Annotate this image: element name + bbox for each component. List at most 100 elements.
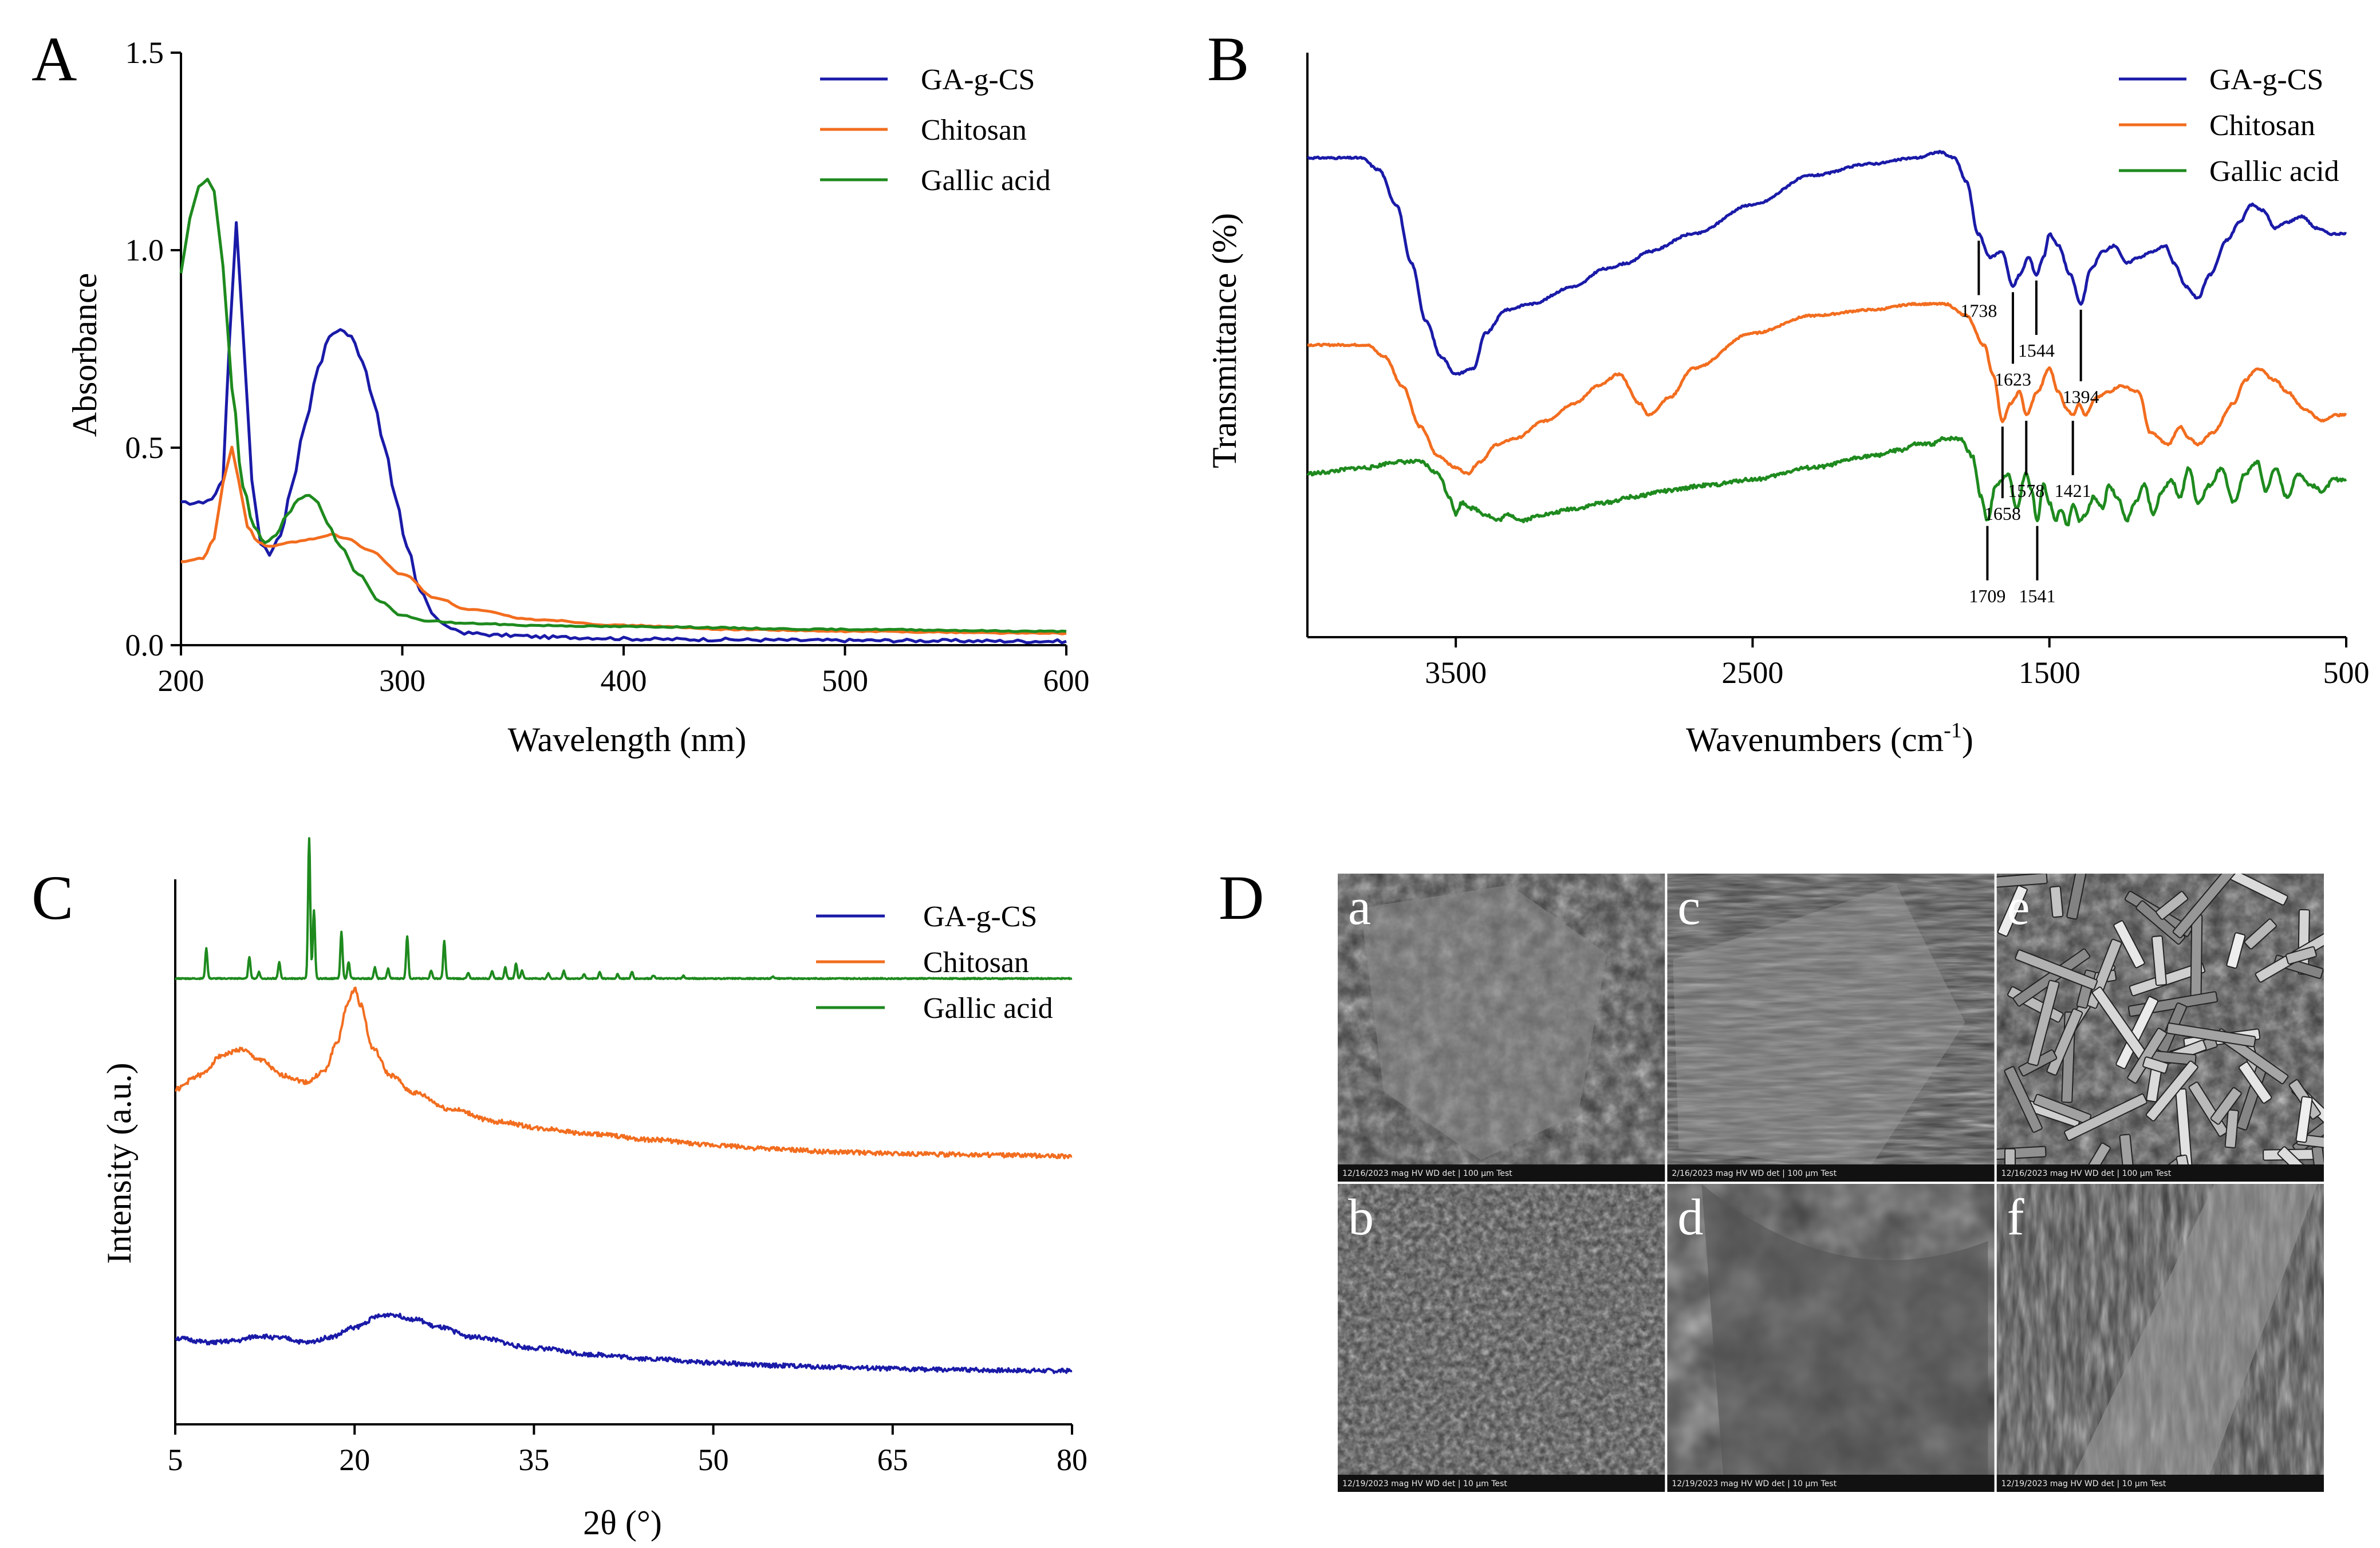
panel-b-series-line-gallic-acid xyxy=(1306,436,2347,527)
panel-c-xtick-label: 5 xyxy=(168,1443,183,1477)
sem-image-e: 12/16/2023 mag HV WD det | 100 µm Test e xyxy=(1996,874,2324,1182)
panel-b-axes: 3500 2500 1500 500 xyxy=(1306,53,2370,690)
panel-b-series xyxy=(1306,149,2347,527)
sem-flake xyxy=(1361,885,1607,1160)
panel-c-ylabel: Intensity (a.u.) xyxy=(100,1063,138,1264)
panel-b-peak-label: 1541 xyxy=(2019,586,2055,606)
sem-flake xyxy=(1673,885,1965,1171)
sem-crystal-rod xyxy=(2064,1093,2147,1141)
sem-crystal-rod xyxy=(2066,874,2087,920)
panel-b-peak-label: 1394 xyxy=(2063,386,2099,407)
sem-crystal-rod xyxy=(2238,1061,2272,1104)
sem-image-c: 2/16/2023 mag HV WD det | 100 µm Test c xyxy=(1667,874,1995,1182)
panel-b: B 3500 2500 1500 500 1738162315441394165815… xyxy=(1205,24,2370,759)
sem-info-bar xyxy=(1996,1475,2324,1492)
panel-c-legend-label: Chitosan xyxy=(923,946,1029,979)
panel-letter-c: C xyxy=(31,863,73,933)
sem-crystal-rod xyxy=(2285,946,2317,965)
panel-b-peak-label: 1544 xyxy=(2018,340,2055,361)
panel-b-xtick-label: 2500 xyxy=(1721,655,1783,690)
panel-c-xtick-label: 65 xyxy=(877,1443,908,1477)
panel-c-series-line-ga-g-cs xyxy=(175,1312,1073,1375)
panel-c-axes: 5 20 35 50 65 80 xyxy=(168,879,1087,1477)
panel-a-legend-label: Gallic acid xyxy=(921,164,1051,197)
panel-c-xtick-label: 35 xyxy=(518,1443,549,1477)
sem-info-text: 12/19/2023 mag HV WD det | 10 µm Test xyxy=(1672,1479,1837,1488)
panel-a-legend: GA-g-CS Chitosan Gallic acid xyxy=(820,64,1051,197)
sem-image-label: a xyxy=(1348,879,1371,935)
sem-crystal-rod xyxy=(2004,1066,2043,1133)
panel-a-legend-label: Chitosan xyxy=(921,114,1027,147)
sem-info-text: 2/16/2023 mag HV WD det | 100 µm Test xyxy=(1672,1169,1837,1178)
panel-a-xtick-label: 400 xyxy=(601,664,647,698)
sem-info-text: 12/16/2023 mag HV WD det | 100 µm Test xyxy=(2001,1169,2172,1178)
panel-b-legend: GA-g-CS Chitosan Gallic acid xyxy=(2119,64,2339,188)
sem-crystal-rod xyxy=(2156,891,2189,920)
sem-crystal-rod xyxy=(2049,886,2064,918)
panel-b-legend-label: Gallic acid xyxy=(2209,155,2339,188)
panel-a-ytick-label: 1.0 xyxy=(125,233,164,267)
panel-a-axes: 200 300 400 500 600 0.0 0.5 1.0 1.5 xyxy=(125,35,1090,698)
sem-image-label: d xyxy=(1677,1189,1703,1246)
sem-crystal-rod xyxy=(1997,885,2028,937)
panel-a-legend-label: GA-g-CS xyxy=(921,64,1035,96)
sem-crystal-rod xyxy=(2210,1087,2242,1125)
panel-b-peak-label: 1738 xyxy=(1960,301,1997,321)
sem-crystal-rod xyxy=(2172,874,2237,939)
panel-b-peak-label: 1709 xyxy=(1969,586,2005,606)
panel-a-series xyxy=(179,177,1067,645)
sem-image-label: c xyxy=(1677,879,1700,935)
panel-c-series-line-chitosan xyxy=(175,986,1073,1160)
panel-b-xtick-label: 3500 xyxy=(1425,655,1487,690)
sem-crystal-rod xyxy=(2244,918,2277,950)
panel-c-xtick-label: 80 xyxy=(1057,1443,1087,1477)
sem-info-bar xyxy=(1667,1164,1995,1182)
panel-b-series-line-chitosan xyxy=(1307,302,2347,476)
panel-a-ytick-label: 1.5 xyxy=(125,35,164,70)
panel-b-peak-label: 1623 xyxy=(1995,369,2031,389)
panel-a-ylabel: Absorbance xyxy=(66,273,104,437)
sem-image-grid: 12/16/2023 mag HV WD det | 100 µm Test a 2… xyxy=(1338,874,2324,1492)
panel-letter-d: D xyxy=(1219,863,1264,933)
panel-c-xtick-label: 20 xyxy=(339,1443,370,1477)
panel-a-series-line-gallic-acid xyxy=(179,177,1067,634)
panel-c-series xyxy=(175,837,1073,1375)
sem-crystal-rod xyxy=(2015,949,2098,990)
sem-info-text: 12/19/2023 mag HV WD det | 10 µm Test xyxy=(2001,1479,2166,1488)
sem-image-f: 12/19/2023 mag HV WD det | 10 µm Test f xyxy=(1996,1184,2324,1492)
sem-image-label: e xyxy=(2007,879,2030,935)
panel-b-peak-label: 1658 xyxy=(1984,503,2021,524)
sem-info-bar xyxy=(1338,1164,1665,1182)
sem-crystal-rod xyxy=(2226,932,2246,969)
sem-texture xyxy=(1338,1184,1665,1492)
sem-image-label: b xyxy=(1348,1189,1374,1246)
sem-image-label: f xyxy=(2007,1189,2024,1246)
panel-b-legend-label: GA-g-CS xyxy=(2209,64,2323,96)
panel-a-series-line-chitosan xyxy=(180,445,1067,635)
panel-c-xlabel: 2θ (°) xyxy=(583,1504,662,1542)
sem-crystal-rod xyxy=(2190,914,2203,997)
sem-info-bar xyxy=(1338,1475,1665,1492)
panel-a-series-line-ga-g-cs xyxy=(180,221,1067,645)
sem-info-bar xyxy=(1667,1475,1995,1492)
sem-texture xyxy=(1667,874,1995,1182)
sem-crystal-rod xyxy=(1996,874,2048,890)
sem-crystal-rod xyxy=(2113,920,2145,969)
panel-c-xtick-label: 50 xyxy=(698,1443,729,1477)
panel-b-xtick-label: 1500 xyxy=(2019,655,2080,690)
sem-fiber xyxy=(2066,1184,2318,1492)
panel-c-legend-label: GA-g-CS xyxy=(923,901,1037,933)
panel-b-peak-label: 1421 xyxy=(2055,480,2091,501)
panel-a-xlabel: Wavelength (nm) xyxy=(508,721,747,759)
sem-info-bar xyxy=(1996,1164,2324,1182)
sem-info-text: 12/19/2023 mag HV WD det | 10 µm Test xyxy=(1342,1479,1507,1488)
panel-b-ylabel: Transmittance (%) xyxy=(1205,213,1243,468)
panel-a-xtick-label: 300 xyxy=(379,664,425,698)
panel-c-legend-label: Gallic acid xyxy=(923,992,1053,1025)
sem-crystal-rod xyxy=(2151,935,2167,986)
panel-a: A 200 300 400 500 600 0.0 0.5 1.0 1.5 GA-g-CS Chi… xyxy=(31,24,1090,759)
sem-crystal-rod xyxy=(2027,980,2060,1067)
panel-b-xtick-label: 500 xyxy=(2323,655,2370,690)
